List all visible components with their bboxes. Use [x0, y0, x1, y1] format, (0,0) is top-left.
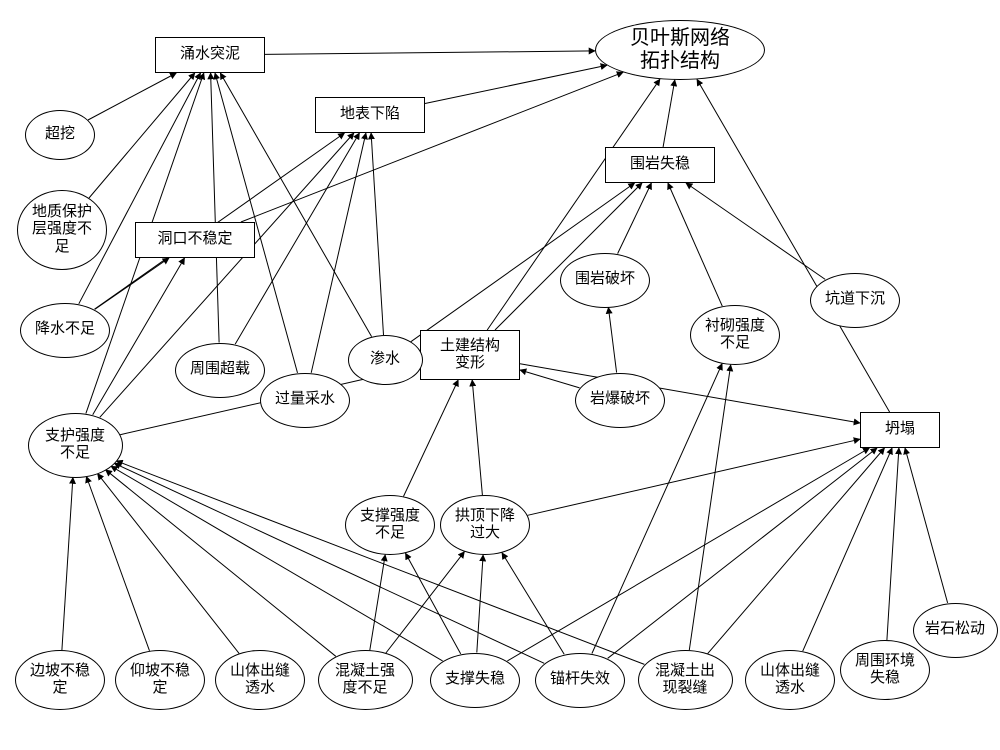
- node-label: 仰坡不稳 定: [130, 663, 190, 698]
- edge-shanti1-to-zhihuqd: [98, 474, 240, 654]
- edge-gongding-to-bengta: [528, 439, 860, 515]
- edge-weiyanph-to-weiyan: [618, 183, 652, 254]
- node-root: 贝叶斯网络 拓扑结构: [595, 20, 765, 80]
- edge-zhichengsw-to-gongding: [477, 555, 483, 653]
- edge-yanbao-to-tujian: [520, 370, 580, 388]
- node-yongshui: 涌水突泥: [155, 37, 265, 73]
- edge-hunning2-to-zhihuqd: [116, 461, 644, 665]
- node-weiyanph: 围岩破坏: [560, 253, 650, 308]
- node-label: 岩石松动: [925, 621, 985, 638]
- edge-zhouweihj-to-bengta: [887, 448, 899, 640]
- edge-dongkou-to-root: [241, 72, 623, 222]
- edge-bianpo-to-zhihuqd: [62, 478, 73, 651]
- edge-hunning2-to-bengta: [708, 448, 885, 654]
- node-label: 支撑失稳: [445, 671, 505, 688]
- node-label: 衬砌强度 不足: [705, 318, 765, 353]
- node-label: 山体出缝 透水: [230, 663, 290, 698]
- node-zhichengsw: 支撑失稳: [430, 653, 520, 708]
- node-label: 周围超载: [190, 361, 250, 378]
- node-dibiao: 地表下陷: [315, 97, 425, 133]
- node-shenshui: 渗水: [348, 335, 423, 385]
- node-label: 支撑强度 不足: [360, 508, 420, 543]
- edge-dizhi-to-yongshui: [89, 73, 195, 198]
- node-label: 混凝土出 现裂缝: [655, 663, 715, 698]
- edge-shanti2-to-bengta: [803, 448, 892, 651]
- node-chaowa: 超挖: [25, 110, 95, 160]
- node-kengdao: 坑道下沉: [810, 273, 900, 328]
- edge-zhichengsw-to-bengta: [507, 448, 869, 661]
- node-label: 拱顶下降 过大: [455, 508, 515, 543]
- node-label: 围岩破坏: [575, 271, 635, 288]
- node-zhichengqd: 支撑强度 不足: [345, 495, 435, 555]
- edge-maogan-to-zhihuqd: [114, 463, 544, 663]
- edge-hunning1-to-zhihuqd: [106, 470, 336, 657]
- node-label: 坍塌: [885, 421, 915, 438]
- node-chenqiqd: 衬砌强度 不足: [690, 305, 780, 365]
- node-label: 岩爆破坏: [590, 391, 650, 408]
- edge-hunning2-to-chenqiqd: [689, 365, 730, 650]
- node-label: 山体出缝 透水: [760, 663, 820, 698]
- node-hunning1: 混凝土强 度不足: [318, 650, 413, 710]
- node-label: 混凝土强 度不足: [335, 663, 395, 698]
- node-zhouweihj: 周围环境 失稳: [840, 640, 930, 700]
- node-zhouwei: 周围超载: [175, 343, 265, 398]
- edge-hunning1-to-zhichengqd: [370, 555, 385, 650]
- node-label: 支护强度 不足: [45, 428, 105, 463]
- edge-dibiao-to-root: [425, 65, 607, 103]
- edge-gongding-to-tujian: [472, 380, 482, 495]
- node-label: 降水不足: [35, 321, 95, 338]
- node-label: 边坡不稳 定: [30, 663, 90, 698]
- node-dongkou: 洞口不稳定: [135, 222, 255, 258]
- node-label: 渗水: [370, 351, 400, 368]
- node-shanti1: 山体出缝 透水: [215, 650, 305, 710]
- node-bengta: 坍塌: [860, 412, 940, 448]
- diagram-canvas: 贝叶斯网络 拓扑结构 涌水突泥地表下陷围岩失稳洞口不稳定土建结构 变形坍塌 超挖地质…: [0, 0, 1000, 750]
- edge-chaowa-to-yongshui: [88, 73, 176, 120]
- node-label: 地质保护 层强度不 足: [32, 204, 92, 256]
- node-label: 洞口不稳定: [157, 231, 232, 248]
- edge-yanbao-to-weiyanph: [608, 307, 616, 372]
- node-jiangshui: 降水不足: [20, 303, 110, 358]
- edge-maogan-to-gongding: [502, 553, 564, 654]
- node-weiyan: 围岩失稳: [605, 147, 715, 183]
- node-maogan: 锚杆失效: [535, 653, 625, 708]
- node-shanti2: 山体出缝 透水: [745, 650, 835, 710]
- edge-yangpo-to-zhihuqd: [86, 477, 149, 651]
- node-label: 超挖: [45, 126, 75, 143]
- edge-zhouwei-to-yongshui: [211, 73, 220, 343]
- node-label: 坑道下沉: [825, 291, 885, 308]
- edge-guoliang-to-dibiao: [311, 133, 366, 373]
- edge-zhichengsw-to-zhichengqd: [406, 553, 461, 654]
- edge-zhichengqd-to-tujian: [404, 380, 459, 496]
- edge-kengdao-to-weiyan: [686, 183, 825, 279]
- edge-maogan-to-bengta: [608, 448, 877, 658]
- node-label: 锚杆失效: [550, 671, 610, 688]
- node-tujian: 土建结构 变形: [420, 330, 520, 380]
- edge-jiangshui-to-yongshui: [79, 73, 201, 304]
- node-label: 地表下陷: [340, 106, 400, 123]
- edge-hunning1-to-gongding: [386, 552, 465, 653]
- node-label: 周围环境 失稳: [855, 653, 915, 688]
- node-label: 贝叶斯网络 拓扑结构: [630, 27, 730, 73]
- node-label: 围岩失稳: [630, 156, 690, 173]
- node-gongding: 拱顶下降 过大: [440, 495, 530, 555]
- node-dizhi: 地质保护 层强度不 足: [17, 190, 107, 270]
- edge-jiangshui-to-dongkou: [95, 258, 169, 309]
- node-label: 土建结构 变形: [440, 338, 500, 373]
- node-yangpo: 仰坡不稳 定: [115, 650, 205, 710]
- edge-shenshui-to-dibiao: [371, 133, 383, 335]
- node-hunning2: 混凝土出 现裂缝: [638, 650, 733, 710]
- edge-yongshui-to-root: [265, 51, 595, 55]
- node-zhihuqd: 支护强度 不足: [28, 413, 123, 478]
- edge-tujian-to-bengta: [520, 364, 860, 423]
- node-yanshi: 岩石松动: [913, 603, 998, 658]
- node-bianpo: 边坡不稳 定: [15, 650, 105, 710]
- node-label: 过量采水: [275, 391, 335, 408]
- edge-weiyan-to-root: [663, 80, 675, 147]
- node-yanbao: 岩爆破坏: [575, 373, 665, 428]
- edge-chenqiqd-to-weiyan: [668, 183, 722, 306]
- edge-yanshi-to-bengta: [905, 448, 948, 603]
- node-guoliang: 过量采水: [260, 373, 350, 428]
- node-label: 涌水突泥: [180, 46, 240, 63]
